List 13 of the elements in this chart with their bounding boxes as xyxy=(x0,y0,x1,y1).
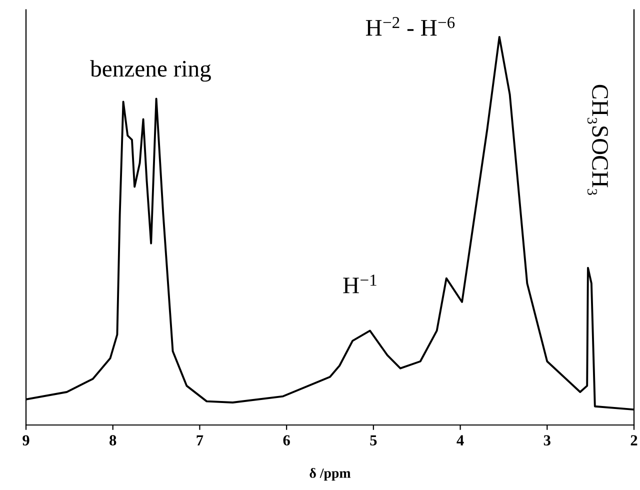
x-tick-label: 9 xyxy=(22,435,30,446)
x-tick-label: 5 xyxy=(370,435,377,446)
annotation: benzene ring xyxy=(90,60,211,82)
annotation: H$^{−1}$ xyxy=(343,274,376,294)
x-tick-label: 6 xyxy=(283,435,290,446)
annotation: H$^{−2}$ - H$^{−6}$ xyxy=(366,17,455,36)
x-axis-title: δ /ppm xyxy=(310,468,351,481)
x-tick-label: 8 xyxy=(110,435,116,446)
x-tick-label: 7 xyxy=(196,435,204,446)
x-tick-label: 4 xyxy=(456,435,464,446)
annotation: CH₃SOCH₃ xyxy=(587,84,608,195)
x-tick-label: 2 xyxy=(630,435,638,446)
x-tick-label: 3 xyxy=(544,435,550,446)
